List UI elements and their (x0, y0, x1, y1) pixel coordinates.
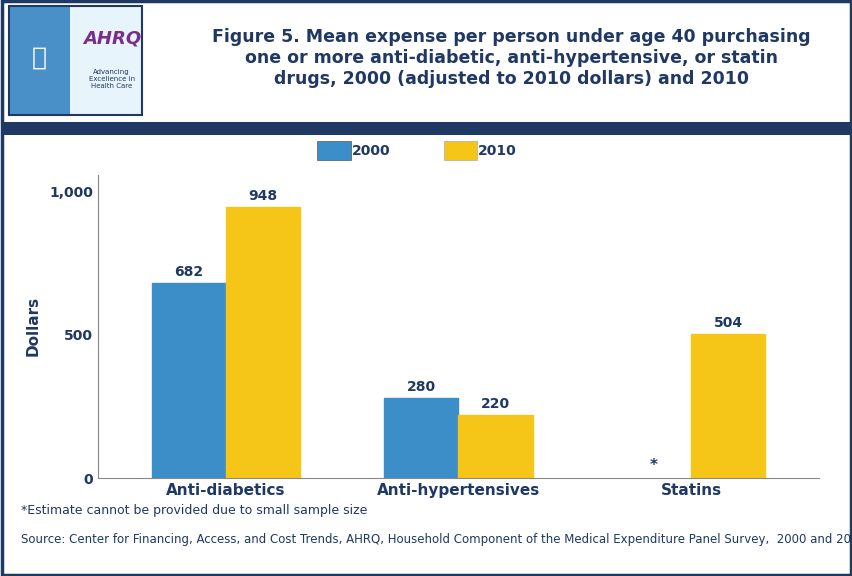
Text: 2010: 2010 (477, 145, 515, 158)
Bar (458, 415, 532, 478)
Bar (383, 398, 458, 478)
Text: Source: Center for Financing, Access, and Cost Trends, AHRQ, Household Component: Source: Center for Financing, Access, an… (21, 533, 852, 546)
Bar (9, 6, 142, 115)
Text: AHRQ: AHRQ (83, 30, 141, 48)
Bar (317, 141, 351, 160)
Text: 682: 682 (174, 265, 203, 279)
Bar (690, 334, 764, 478)
Text: Figure 5. Mean expense per person under age 40 purchasing
one or more anti-diabe: Figure 5. Mean expense per person under … (212, 28, 810, 88)
Text: 280: 280 (406, 380, 435, 394)
Text: *Estimate cannot be provided due to small sample size: *Estimate cannot be provided due to smal… (21, 504, 367, 517)
Text: 948: 948 (248, 188, 278, 203)
Text: 504: 504 (713, 316, 742, 329)
Text: 2000: 2000 (351, 145, 389, 158)
Bar (70, 6, 142, 115)
Text: *: * (649, 458, 657, 473)
Y-axis label: Dollars: Dollars (26, 296, 41, 357)
Text: 🦅: 🦅 (32, 46, 47, 70)
Bar (9, 6, 70, 115)
Text: Advancing
Excellence in
Health Care: Advancing Excellence in Health Care (89, 69, 135, 89)
Bar (226, 207, 300, 478)
Bar (443, 141, 477, 160)
Bar (152, 283, 226, 478)
Text: 220: 220 (481, 397, 509, 411)
